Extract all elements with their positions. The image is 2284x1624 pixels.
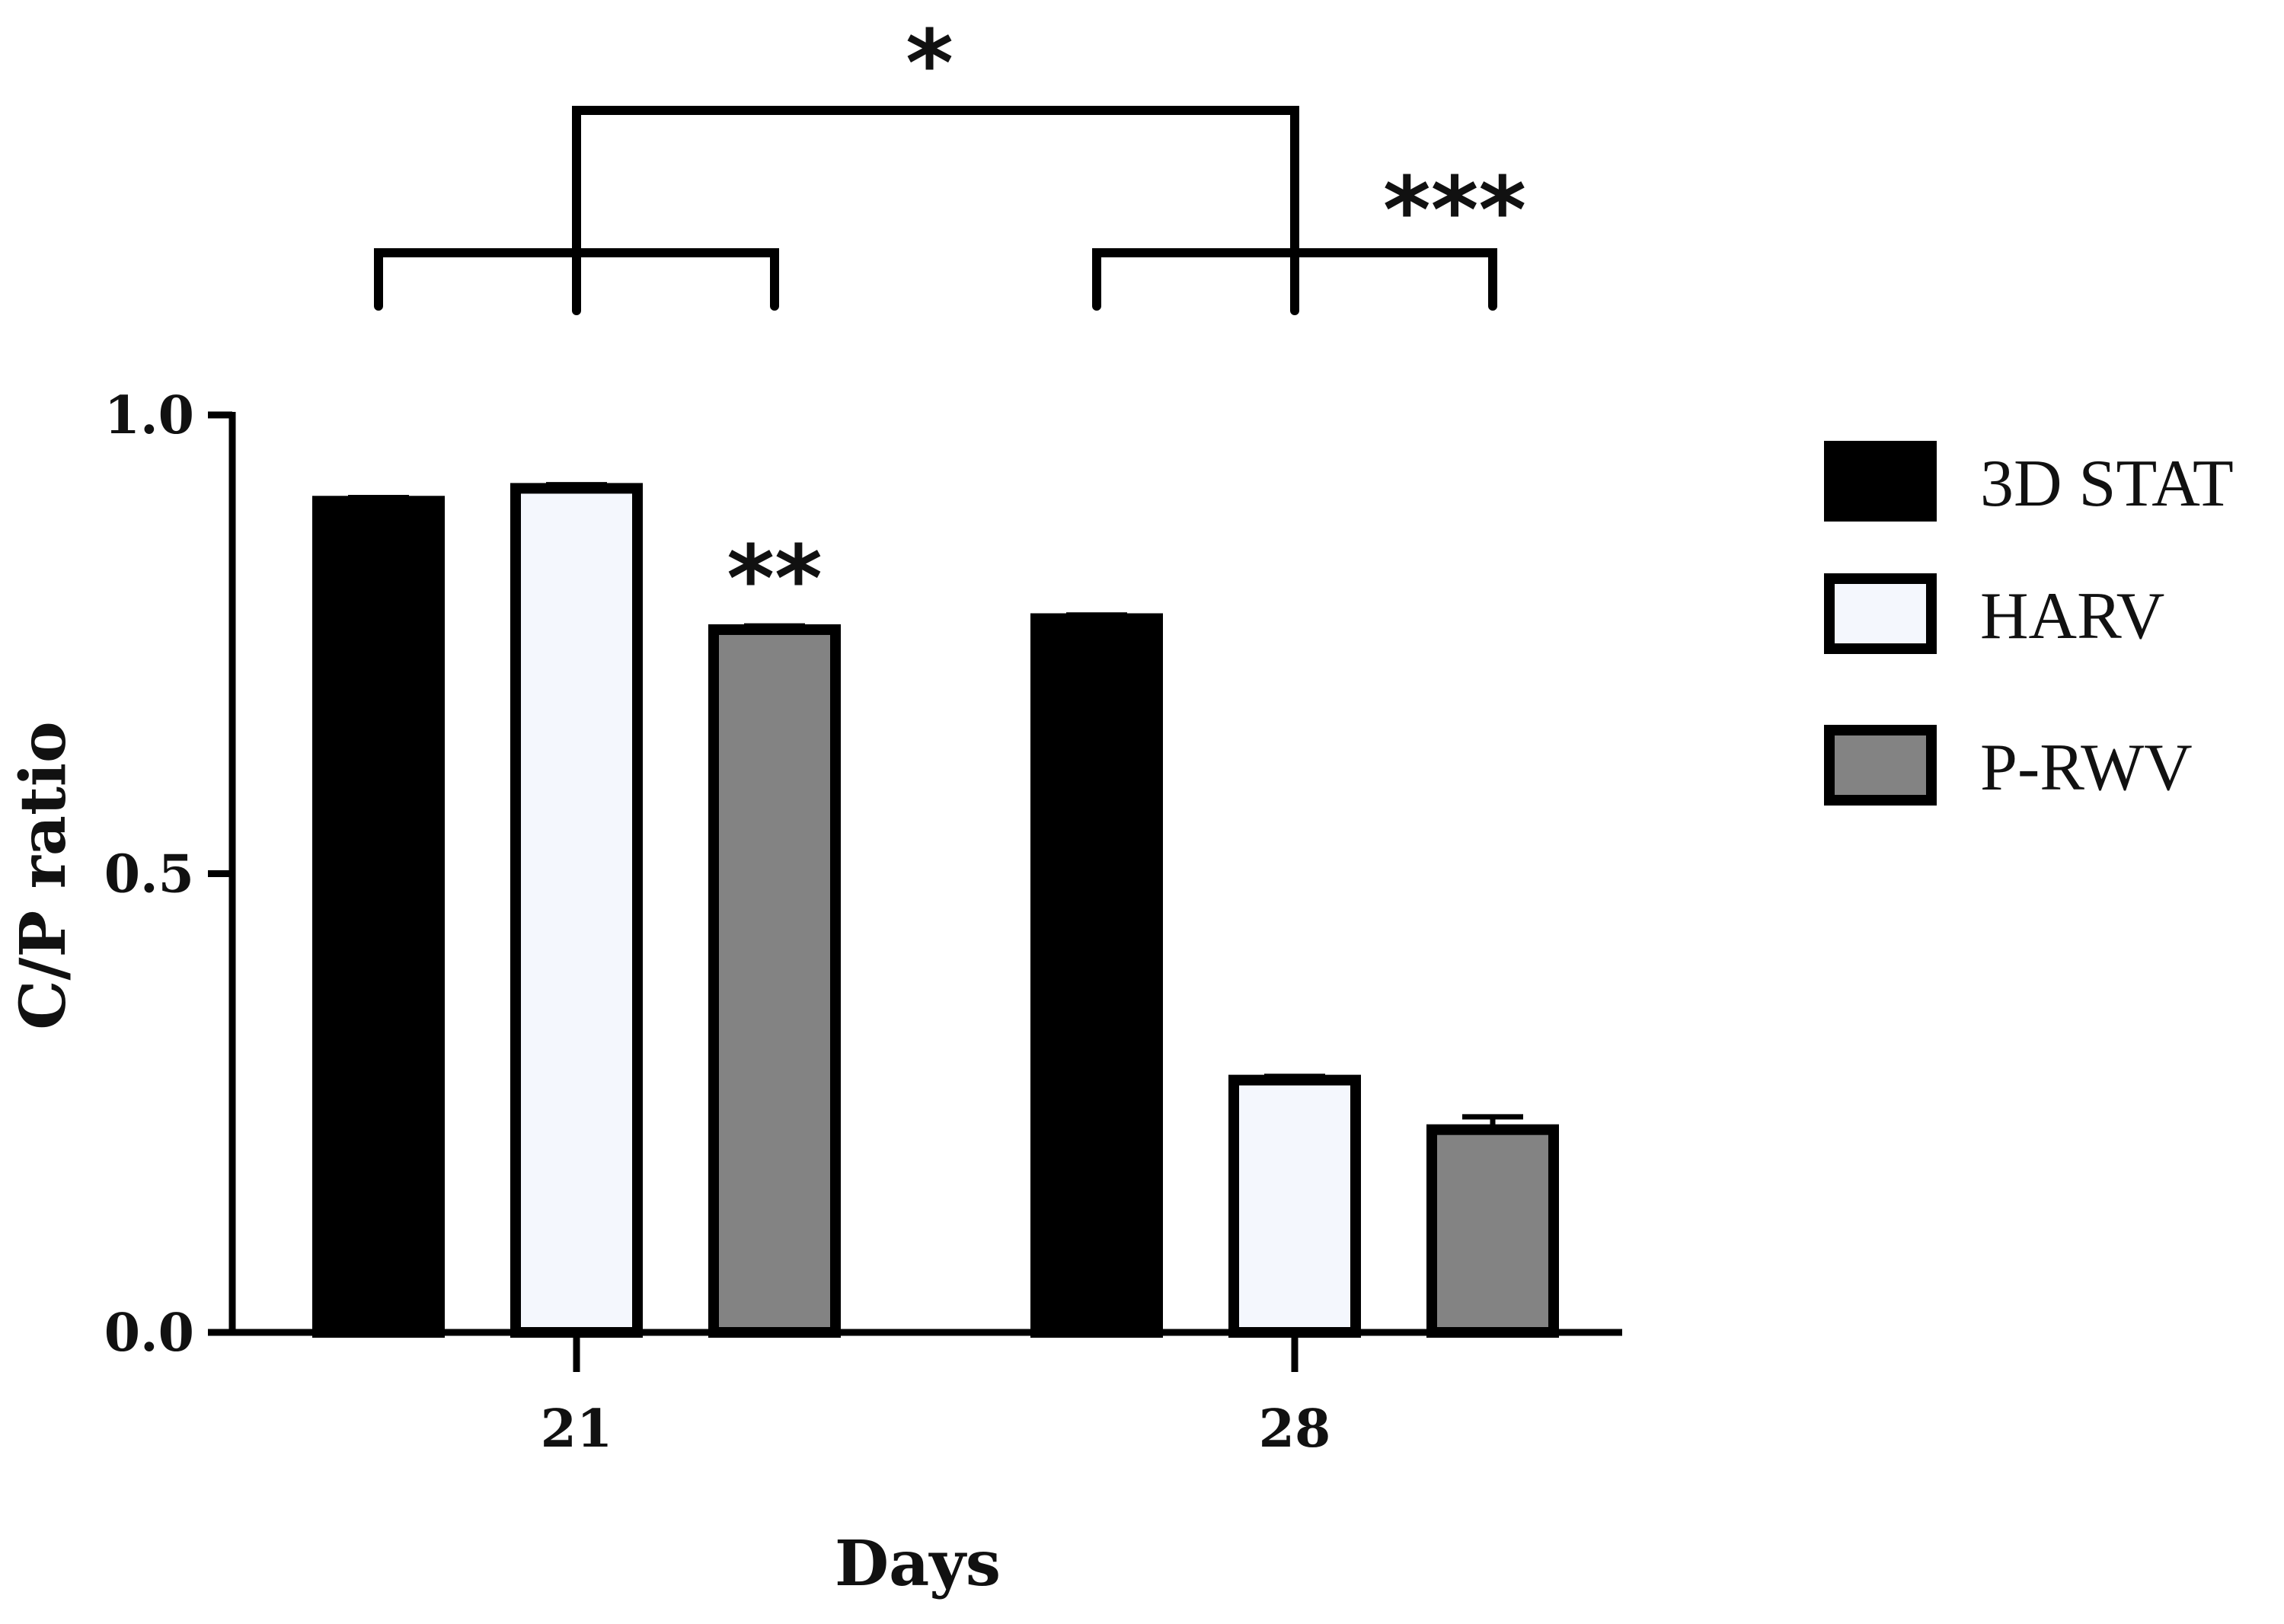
y-axis-title: C/P ratio: [7, 721, 80, 1029]
error-bar-p-rwv-day-21: [744, 623, 805, 630]
x-tick-label-21: 21: [541, 1399, 613, 1460]
error-bar-harv-day-28: [1264, 1074, 1325, 1080]
bracket-day-21-vs-28: [572, 106, 1299, 257]
significance-label-1: **: [727, 527, 823, 633]
y-tick-label-1-0: 1.0: [104, 385, 194, 446]
significance-label-2: ***: [1383, 158, 1526, 264]
error-bar-3d-stat-day-21: [348, 494, 409, 502]
error-bars-layer: [348, 482, 1523, 1130]
significance-label-3: *: [906, 11, 954, 117]
legend-item-3d-stat: 3D STAT: [1824, 441, 2234, 522]
bar-p-rwv-day-21: [708, 624, 841, 1338]
y-tick-label-0-5: 0.5: [104, 844, 194, 905]
bar-3d-stat-day-28: [1030, 613, 1163, 1338]
x-axis-title: Days: [835, 1527, 1001, 1600]
significance-brackets: [374, 106, 1497, 315]
legend-label-harv: HARV: [1980, 579, 2164, 653]
legend-swatch-p-rwv: [1824, 725, 1937, 806]
legend-swatch-3d-stat: [1824, 441, 1937, 522]
error-bar-harv-day-21: [546, 482, 607, 489]
legend-item-p-rwv: P-RWV: [1824, 725, 2193, 806]
annotations-layer: ******: [727, 11, 1526, 633]
bracket-day-21: [374, 248, 779, 315]
error-bar-p-rwv-day-28: [1462, 1114, 1523, 1130]
bar-p-rwv-day-28: [1426, 1124, 1559, 1338]
error-bar-3d-stat-day-28: [1066, 612, 1127, 619]
y-tick-label-0-0: 0.0: [104, 1303, 194, 1364]
legend-label-3d-stat: 3D STAT: [1980, 447, 2234, 521]
axes-layer: 0.0 0.5 1.0 21 28 Days C/P ratio: [7, 385, 1622, 1600]
legend: 3D STAT HARV P-RWV: [1824, 441, 2234, 806]
bar-harv-day-21: [510, 483, 643, 1338]
bar-harv-day-28: [1228, 1074, 1361, 1338]
x-tick-label-28: 28: [1259, 1399, 1331, 1460]
legend-swatch-harv: [1824, 573, 1937, 654]
legend-label-p-rwv: P-RWV: [1980, 731, 2193, 805]
bars-layer: [312, 483, 1559, 1338]
legend-item-harv: HARV: [1824, 573, 2164, 654]
bar-3d-stat-day-21: [312, 496, 445, 1338]
